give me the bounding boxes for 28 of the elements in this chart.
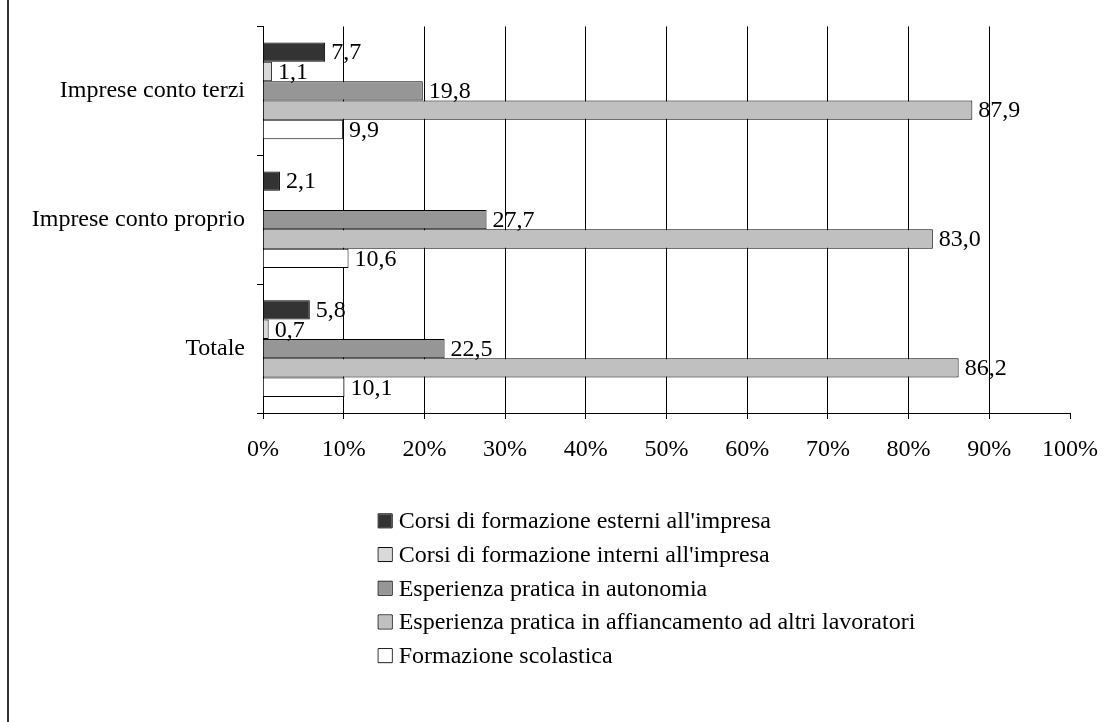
data-label: 22,5: [450, 334, 493, 361]
x-tick-label: 10%: [321, 434, 366, 461]
x-tick-label: 40%: [563, 434, 608, 461]
x-tick-label: 70%: [805, 434, 850, 461]
data-label: 19,8: [428, 77, 471, 104]
y-tick-label: Imprese conto terzi: [59, 76, 246, 103]
x-tick-label: 20%: [402, 434, 447, 461]
legend-label: Corsi di formazione esterni all'impresa: [398, 507, 772, 534]
legend-label: Corsi di formazione interni all'impresa: [398, 540, 770, 567]
data-label: 83,0: [938, 225, 981, 252]
x-tick-label: 50%: [644, 434, 689, 461]
data-label: 0,7: [274, 315, 305, 342]
data-label: 2,1: [285, 167, 316, 194]
data-label: 1,1: [277, 57, 308, 84]
y-tick-label: Totale: [185, 333, 245, 360]
legend-label: Formazione scolastica: [398, 641, 613, 668]
x-tick-label: 60%: [725, 434, 770, 461]
x-tick-label: 0%: [247, 434, 279, 461]
y-tick-label: Imprese conto proprio: [31, 205, 245, 231]
legend-label: Esperienza pratica in autonomia: [398, 574, 708, 601]
legend-label: Esperienza pratica in affiancamento ad altri lavoratori: [398, 608, 916, 635]
data-label: 10,6: [354, 244, 397, 271]
x-tick-label: 100%: [1042, 434, 1098, 461]
x-tick-label: 90%: [967, 434, 1012, 461]
data-label: 10,1: [350, 373, 393, 400]
x-tick-label: 30%: [483, 434, 528, 461]
x-tick-label: 80%: [886, 434, 931, 461]
data-label: 9,9: [348, 115, 379, 142]
